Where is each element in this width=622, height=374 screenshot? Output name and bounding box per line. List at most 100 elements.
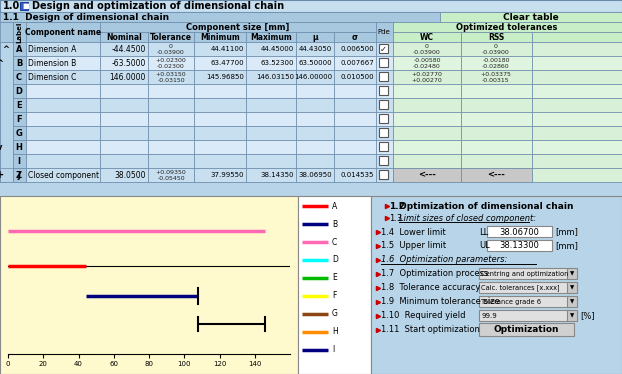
Bar (461, 154, 532, 168)
Bar (334, 154, 376, 168)
Bar (393, 154, 461, 168)
Bar (100, 168, 148, 182)
Bar (0, 112, 13, 126)
Text: Maximum: Maximum (250, 33, 292, 42)
Bar (13, 154, 26, 168)
Text: C: C (332, 237, 337, 246)
Bar (296, 140, 334, 154)
Bar (298, 196, 371, 374)
Bar (379, 86, 388, 95)
Bar (26, 154, 100, 168)
Text: 1.11  Start optimization: 1.11 Start optimization (381, 325, 480, 334)
Bar (393, 168, 461, 182)
Text: 38.0500: 38.0500 (114, 171, 146, 180)
Text: 1.2: 1.2 (389, 202, 405, 211)
Text: Optimized tolerances: Optimized tolerances (457, 22, 558, 31)
Text: 0: 0 (169, 43, 173, 49)
Bar (296, 168, 334, 182)
Bar (393, 42, 461, 56)
Text: Clear table: Clear table (503, 12, 559, 21)
Bar (148, 42, 194, 56)
Bar (13, 56, 26, 70)
Text: Component name: Component name (25, 28, 101, 37)
Bar (194, 168, 246, 182)
Text: 0: 0 (425, 43, 429, 49)
Text: Limit sizes of closed component:: Limit sizes of closed component: (399, 214, 536, 223)
Text: 63.47700: 63.47700 (210, 60, 244, 66)
Bar (148, 140, 194, 154)
Bar (246, 42, 296, 56)
Text: 37.99550: 37.99550 (210, 172, 244, 178)
Bar (376, 56, 393, 70)
Bar (334, 98, 376, 112)
Text: σ: σ (352, 33, 358, 42)
Text: Nominal: Nominal (106, 33, 142, 42)
Bar (148, 154, 194, 168)
Text: Z: Z (16, 171, 22, 180)
Bar (461, 126, 532, 140)
Bar (246, 140, 296, 154)
Bar (26, 140, 100, 154)
Text: Component size [mm]: Component size [mm] (187, 22, 290, 31)
Bar (13, 168, 26, 182)
Bar (100, 126, 148, 140)
Text: +0.03375: +0.03375 (481, 71, 511, 77)
Bar (13, 42, 26, 56)
Text: -44.4500: -44.4500 (111, 45, 146, 53)
Bar (461, 98, 532, 112)
Bar (0, 168, 13, 182)
Bar (376, 154, 393, 168)
Bar (376, 140, 393, 154)
Bar (393, 112, 461, 126)
Bar (246, 70, 296, 84)
Bar (532, 168, 622, 182)
Bar (393, 126, 461, 140)
Text: 146.00000: 146.00000 (294, 74, 332, 80)
Bar (334, 168, 376, 182)
Text: 145.96850: 145.96850 (206, 74, 244, 80)
Bar (194, 140, 246, 154)
Text: Closed component: Closed component (28, 171, 99, 180)
Bar (393, 168, 461, 182)
Bar (13, 112, 26, 126)
Bar (246, 56, 296, 70)
Bar (100, 32, 148, 42)
Text: +0.00270: +0.00270 (412, 77, 442, 83)
Bar (440, 12, 622, 22)
Bar (26, 112, 100, 126)
Bar (334, 42, 376, 56)
Text: v: v (0, 142, 2, 151)
Text: B: B (16, 58, 22, 67)
Bar (0, 56, 13, 70)
Bar (194, 70, 246, 84)
Text: ^: ^ (0, 58, 4, 67)
Bar (13, 126, 26, 140)
Text: μ: μ (312, 33, 318, 42)
Bar (296, 56, 334, 70)
Bar (487, 240, 552, 251)
Text: +0.02300: +0.02300 (156, 58, 187, 62)
Bar (13, 22, 26, 42)
Bar (334, 112, 376, 126)
Text: <---: <--- (487, 171, 505, 180)
Bar (13, 70, 26, 84)
Text: Tolerance grade 6: Tolerance grade 6 (481, 299, 541, 305)
Bar (479, 268, 569, 279)
Text: ▼: ▼ (570, 272, 574, 276)
Bar (393, 98, 461, 112)
Bar (532, 32, 622, 42)
Bar (100, 140, 148, 154)
Bar (334, 56, 376, 70)
Bar (26, 98, 100, 112)
Text: 1.4  Lower limit: 1.4 Lower limit (381, 227, 446, 236)
Text: 0.007667: 0.007667 (340, 60, 374, 66)
Bar (376, 22, 393, 42)
Bar (376, 42, 393, 56)
Text: UL: UL (479, 242, 490, 251)
Bar (379, 114, 388, 123)
Bar (148, 32, 194, 42)
Text: 1.7  Optimization process: 1.7 Optimization process (381, 270, 488, 279)
Bar (100, 22, 376, 32)
Bar (0, 154, 13, 168)
Bar (393, 56, 461, 70)
